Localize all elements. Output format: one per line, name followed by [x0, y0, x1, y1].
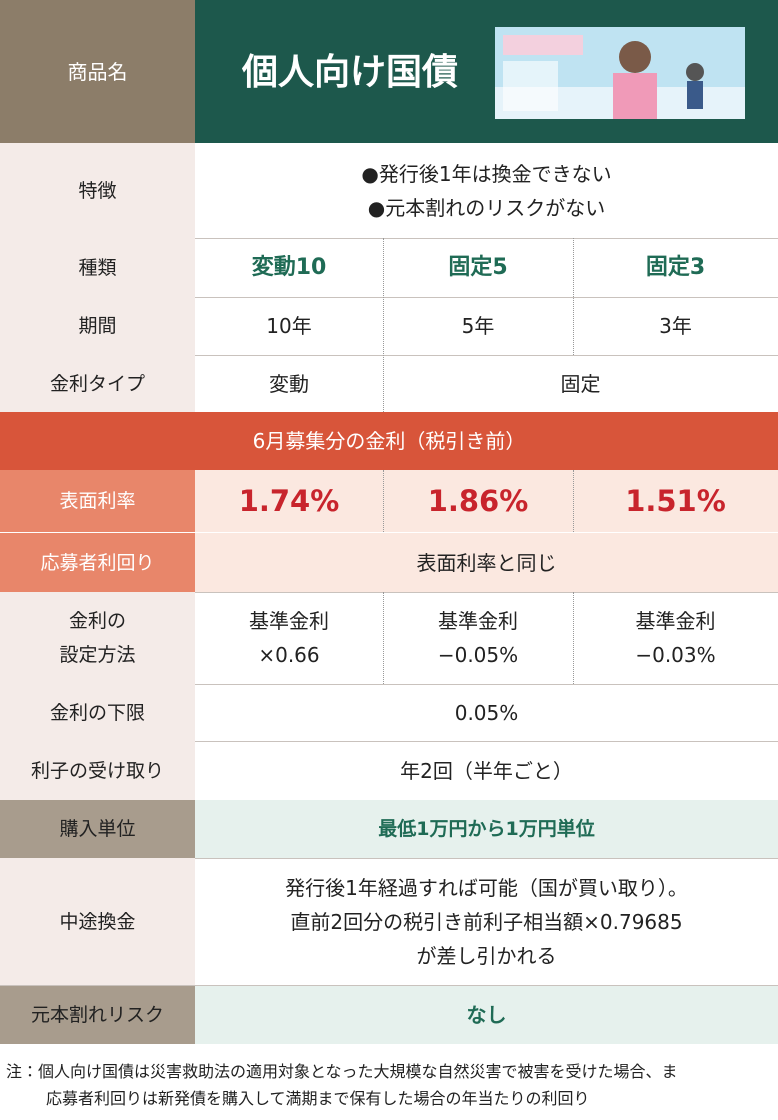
text: 1.86%	[427, 484, 529, 518]
label: 期間	[78, 315, 117, 337]
cell: 変動10	[195, 238, 383, 297]
divider	[383, 470, 384, 532]
text: ●元本割れのリスクがない	[367, 195, 606, 220]
note-line: 応募者利回りは新発債を購入して満期まで保有した場合の年当たりの利回り	[46, 1089, 590, 1108]
label: 金利タイプ	[49, 372, 145, 395]
cell: 基準金利 −0.03%	[573, 592, 778, 684]
cell: 3年	[573, 297, 778, 355]
text: −0.03%	[635, 643, 716, 667]
label: 表面利率	[59, 490, 136, 512]
rule	[0, 355, 778, 356]
text: 0.05%	[454, 700, 519, 725]
label: 設定方法	[59, 644, 136, 666]
text: 固定3	[645, 254, 706, 280]
header-label: 商品名	[67, 59, 128, 84]
cell: 1.51%	[573, 470, 778, 532]
cell: 基準金利 −0.05%	[383, 592, 573, 684]
note: 注：個人向け国債は災害救助法の適用対象となった大規模な自然災害で被害を受けた場合…	[6, 1058, 778, 1112]
label: 特徴	[78, 179, 117, 202]
label: 利子の受け取り	[30, 759, 164, 782]
rule	[0, 592, 778, 593]
text: ×0.66	[258, 643, 320, 667]
text: 基準金利	[438, 609, 518, 633]
label: 種類	[78, 256, 117, 279]
cell: 年2回（半年ごと）	[195, 741, 778, 800]
text: 発行後1年経過すれば可能（国が買い取り）。	[285, 875, 688, 900]
rule	[0, 238, 778, 239]
text: 基準金利	[635, 609, 716, 633]
text: ●発行後1年は換金できない	[361, 161, 612, 186]
text: 1.74%	[238, 484, 340, 518]
row-label: 元本割れリスク	[0, 986, 195, 1044]
cell: 1.86%	[383, 470, 573, 532]
row-label: 種類	[0, 238, 195, 297]
note-line: 注：個人向け国債は災害救助法の適用対象となった大規模な自然災害で被害を受けた場合…	[6, 1062, 678, 1081]
divider	[383, 238, 384, 412]
rule	[0, 985, 778, 986]
cell: 最低1万円から1万円単位	[195, 800, 778, 858]
banner-image	[495, 27, 745, 119]
divider	[573, 470, 574, 532]
text: −0.05%	[437, 643, 519, 667]
cell: ●発行後1年は換金できない ●元本割れのリスクがない	[195, 143, 778, 238]
cell: 固定5	[383, 238, 573, 297]
label: 応募者利回り	[40, 551, 155, 574]
cell: 1.74%	[195, 470, 383, 532]
row-label: 応募者利回り	[0, 533, 195, 592]
row-label: 利子の受け取り	[0, 741, 195, 800]
text: 3年	[659, 314, 692, 338]
header-title: 個人向け国債	[241, 52, 458, 93]
row-label: 購入単位	[0, 800, 195, 858]
label: 中途換金	[59, 910, 136, 933]
text: 最低1万円から1万円単位	[378, 818, 595, 840]
text: 表面利率と同じ	[416, 550, 557, 575]
label: 金利の下限	[49, 701, 145, 724]
row-label: 特徴	[0, 143, 195, 238]
cell: 10年	[195, 297, 383, 355]
row-label: 中途換金	[0, 858, 195, 985]
cell-bg	[195, 470, 778, 592]
text: 年2回（半年ごと）	[400, 758, 573, 783]
cell: 発行後1年経過すれば可能（国が買い取り）。 直前2回分の税引き前利子相当額×0.7…	[195, 858, 778, 985]
row-label: 表面利率	[0, 470, 195, 532]
row-label: 期間	[0, 297, 195, 355]
cell: 基準金利 ×0.66	[195, 592, 383, 684]
text: 6月募集分の金利（税引き前）	[252, 429, 526, 453]
text: 1.51%	[625, 484, 726, 518]
text: なし	[466, 1003, 507, 1027]
rule	[0, 684, 778, 685]
cell: 固定	[383, 355, 778, 412]
text: 固定5	[448, 254, 508, 280]
rate-banner: 6月募集分の金利（税引き前）	[0, 412, 778, 470]
row-label: 金利の 設定方法	[0, 592, 195, 684]
divider	[573, 592, 574, 684]
cell: 表面利率と同じ	[195, 533, 778, 592]
text: 変動10	[251, 254, 327, 280]
rule	[0, 297, 778, 298]
label: 金利の	[68, 610, 126, 632]
header-label-cell: 商品名	[0, 0, 195, 143]
text: 固定	[560, 371, 601, 396]
row-label: 金利タイプ	[0, 355, 195, 412]
cell: なし	[195, 986, 778, 1044]
cell: 0.05%	[195, 684, 778, 741]
divider	[383, 592, 384, 684]
rule	[0, 741, 778, 742]
rule	[0, 532, 778, 533]
text: 10年	[266, 314, 312, 338]
text: 5年	[461, 314, 495, 338]
text: が差し引かれる	[416, 943, 557, 968]
cell: 5年	[383, 297, 573, 355]
divider	[573, 238, 574, 355]
rule	[0, 858, 778, 859]
text: 基準金利	[249, 609, 329, 633]
cell: 変動	[195, 355, 383, 412]
cell: 固定3	[573, 238, 778, 297]
label: 元本割れリスク	[30, 1004, 164, 1026]
row-label: 金利の下限	[0, 684, 195, 741]
text: 変動	[269, 371, 309, 396]
text: 直前2回分の税引き前利子相当額×0.79685	[290, 909, 683, 934]
label: 購入単位	[59, 818, 136, 840]
